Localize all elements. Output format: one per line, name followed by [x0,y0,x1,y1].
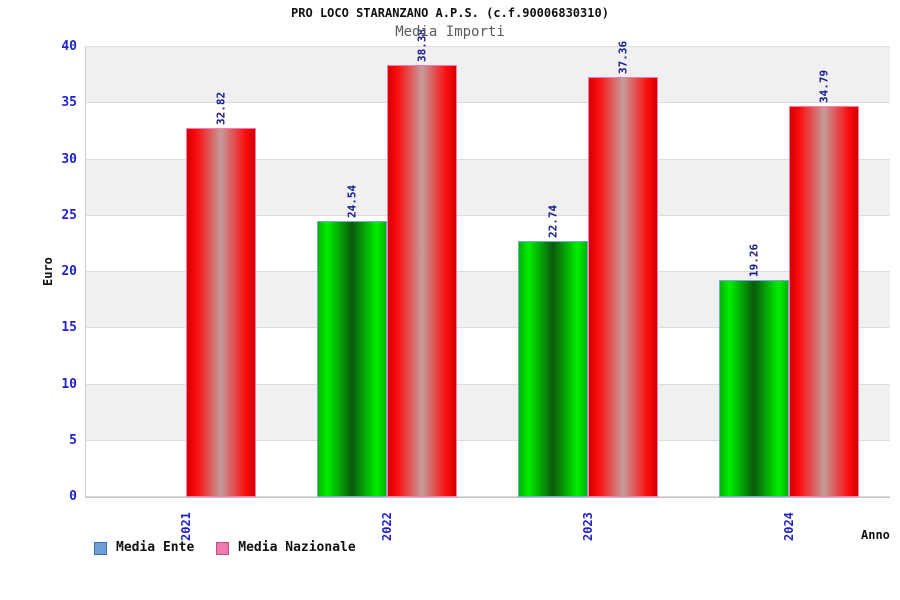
y-tick-label: 35 [61,95,77,111]
gridline [85,271,890,272]
bar-value-label: 34.79 [817,69,831,103]
bar-media-ente [518,241,589,497]
bar-media-nazionale [588,76,659,497]
y-tick-label: 30 [61,151,77,167]
bar-media-nazionale [789,105,860,497]
media-nazionale-swatch-icon [216,541,230,555]
bar-media-nazionale [386,65,457,497]
bar-value-label: 22.74 [546,205,560,239]
bar-media-nazionale [185,127,256,497]
media-ente-swatch-icon [94,541,107,555]
gridline [85,383,890,385]
bar-value-label: 32.82 [214,91,228,125]
y-axis-title: Euro [41,257,55,287]
x-tick-label: 2024 [782,512,797,541]
chart-legend: Media Ente Media Nazionale [94,541,356,555]
gridline [85,439,890,441]
legend-item-media-ente: Media Ente [94,541,194,555]
x-tick-label: 2021 [178,512,193,541]
y-tick-label: 40 [61,39,77,54]
bar-media-ente [719,280,790,497]
legend-label: Media Nazionale [238,540,356,555]
gridline [85,158,890,160]
y-tick-label: 0 [69,489,77,504]
y-tick-label: 10 [61,376,77,392]
bar-media-ente [316,220,387,497]
x-tick-label: 2022 [379,512,394,541]
legend-label: Media Ente [116,540,195,555]
gridline [85,102,890,104]
gridline [85,214,890,216]
bar-value-label: 24.54 [345,184,359,218]
y-tick-label: 20 [61,264,77,279]
plot-band [85,47,890,104]
legend-item-media-nazionale: Media Nazionale [216,540,356,555]
bar-value-label: 19.26 [747,244,761,278]
y-tick-label: 15 [61,320,77,336]
chart-title: PRO LOCO STARANZANO A.P.S. (c.f.90006830… [291,6,609,20]
x-axis-title: Anno [861,528,890,542]
x-axis-line [85,497,890,498]
y-axis-line [85,47,86,497]
gridline [85,496,890,497]
x-tick-label: 2023 [581,512,596,541]
y-tick-label: 25 [61,207,77,223]
gridline [85,327,890,329]
y-tick-label: 5 [69,432,77,448]
gridline [85,46,890,47]
chart-subtitle: Media Importi [395,24,505,40]
